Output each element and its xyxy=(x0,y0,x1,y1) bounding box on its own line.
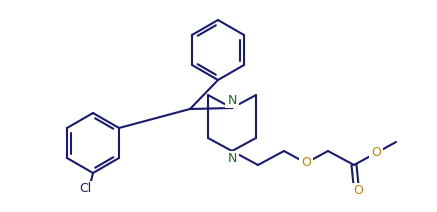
Text: O: O xyxy=(353,184,363,198)
Text: O: O xyxy=(371,146,381,159)
Text: N: N xyxy=(227,93,237,106)
Text: O: O xyxy=(301,156,311,170)
Text: Cl: Cl xyxy=(79,183,91,195)
Text: N: N xyxy=(227,152,237,166)
